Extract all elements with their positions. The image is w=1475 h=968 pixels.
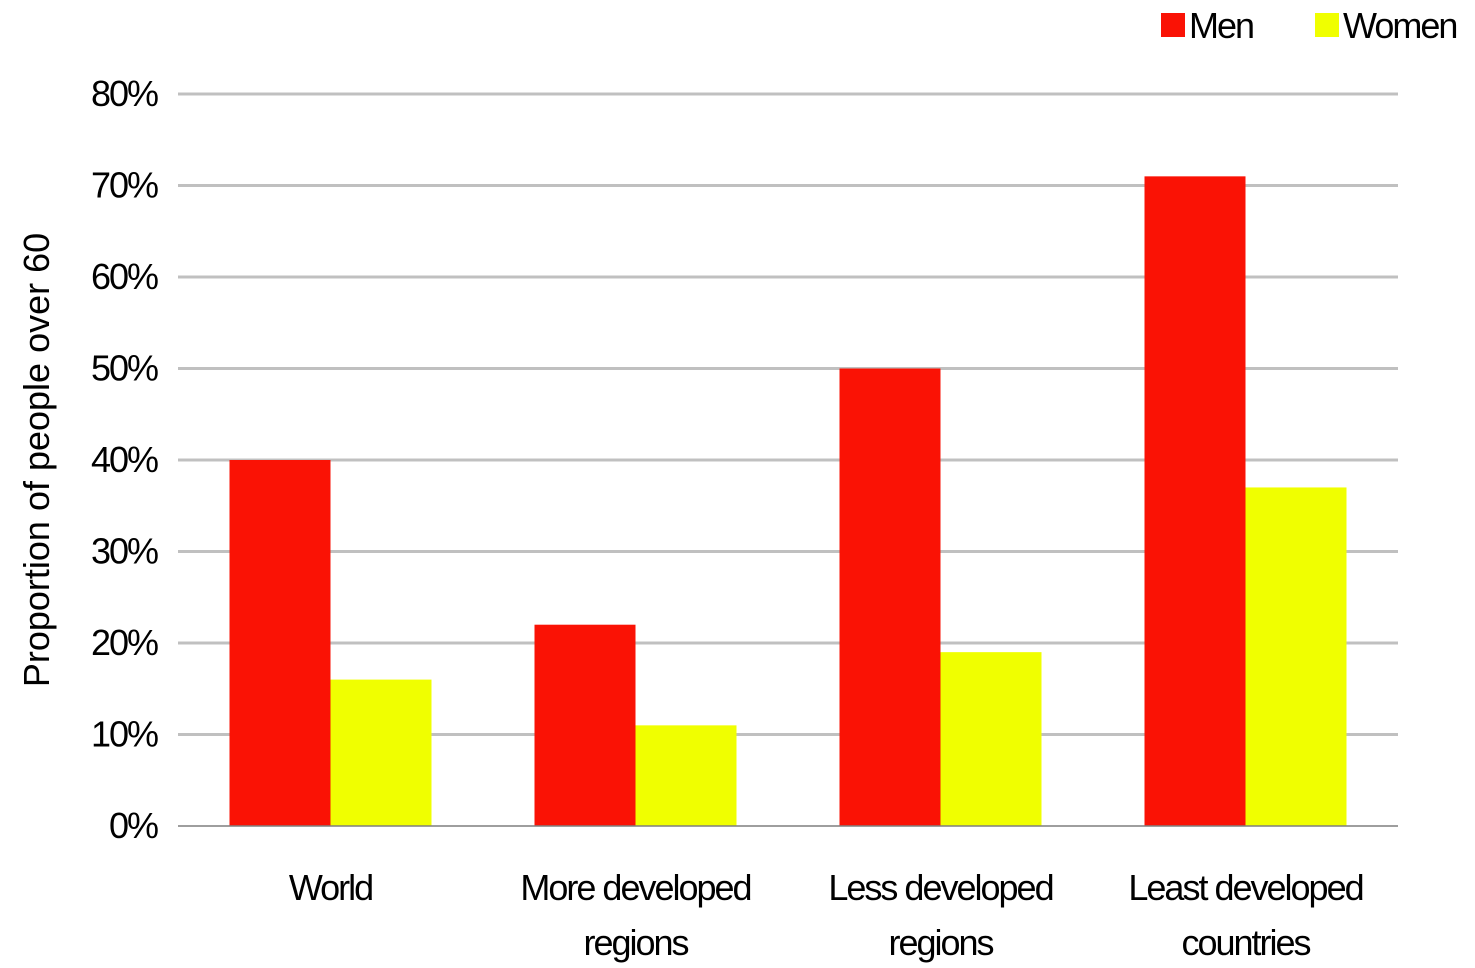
y-tick-labels: 0% 10% 20% 30% 40% 50% 60% 70% 80% <box>91 73 160 846</box>
legend-label-men: Men <box>1189 5 1253 46</box>
bars <box>229 176 1347 827</box>
y-tick-label: 60% <box>91 256 158 297</box>
bar-men <box>229 460 331 826</box>
y-tick-label: 20% <box>91 622 158 663</box>
gridlines <box>178 92 1398 736</box>
bar-women <box>330 679 432 826</box>
legend: Men Women <box>1161 5 1458 46</box>
x-category-label: regions <box>888 922 993 963</box>
bar-women <box>1245 487 1347 826</box>
y-tick-label: 80% <box>91 73 158 114</box>
bar-women <box>940 652 1042 826</box>
y-tick-label: 30% <box>91 531 158 572</box>
legend-swatch-men <box>1161 13 1185 37</box>
bar-men <box>839 368 941 826</box>
y-tick-label: 10% <box>91 714 158 755</box>
y-tick-label: 70% <box>91 165 158 206</box>
x-category-label: countries <box>1181 922 1310 963</box>
bar-women <box>635 725 737 826</box>
bar-men <box>534 624 636 826</box>
x-category-label: Less developed <box>828 867 1052 908</box>
legend-label-women: Women <box>1343 5 1456 46</box>
y-tick-label: 0% <box>109 805 158 846</box>
x-category-label: Least developed <box>1128 867 1362 908</box>
bar-men <box>1144 176 1246 827</box>
x-category-label: regions <box>583 922 688 963</box>
y-axis-title: Proportion of people over 60 <box>16 233 57 687</box>
x-category-label: More developed <box>520 867 750 908</box>
x-category-label: World <box>289 867 372 908</box>
y-tick-label: 40% <box>91 439 158 480</box>
y-tick-label: 50% <box>91 348 158 389</box>
legend-swatch-women <box>1315 13 1339 37</box>
x-category-labels: World More developed regions Less developed… <box>289 867 1365 963</box>
